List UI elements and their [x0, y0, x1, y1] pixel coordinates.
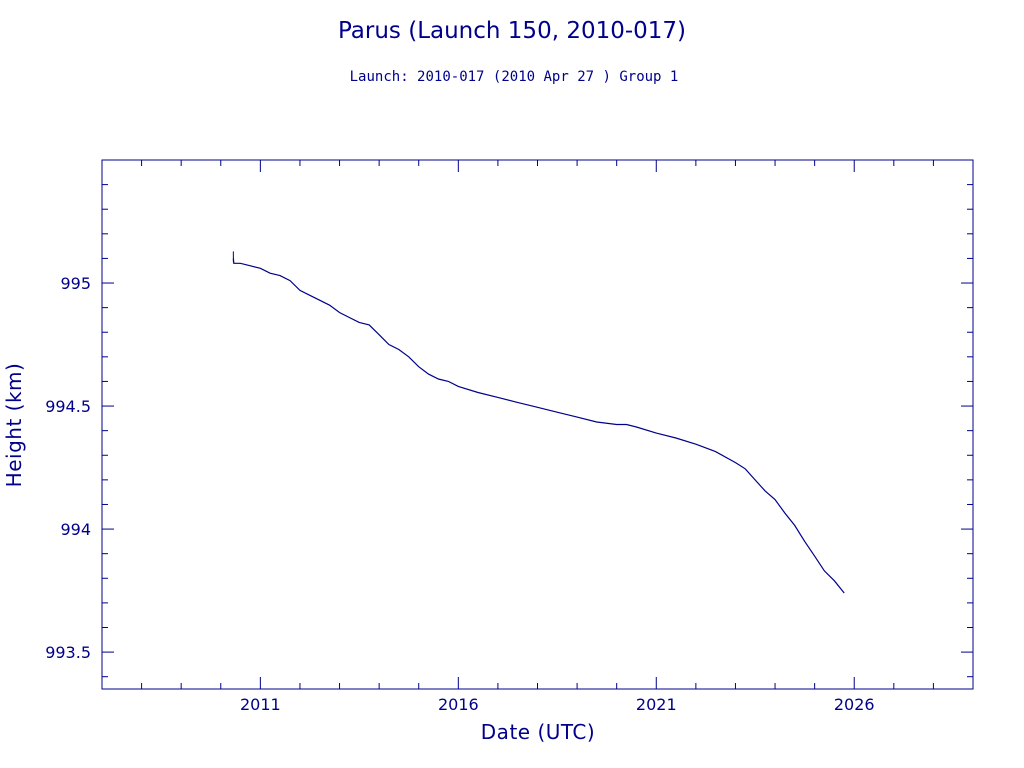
series-layer	[232, 251, 845, 594]
x-tick-label: 2026	[834, 695, 875, 714]
x-tick-label: 2011	[240, 695, 281, 714]
y-tick-labels: 993.5 994 994.5 995	[45, 274, 91, 662]
x-tick-label: 2016	[438, 695, 479, 714]
y-tick-label: 994.5	[45, 397, 91, 416]
chart-title: Parus (Launch 150, 2010-017)	[338, 18, 686, 44]
x-tick-label: 2021	[636, 695, 677, 714]
y-tick-label: 994	[60, 520, 91, 539]
y-tick-label: 993.5	[45, 643, 91, 662]
plot-frame	[101, 159, 974, 690]
y-axis-label: Height (km)	[2, 363, 26, 488]
x-tick-labels: 2011 2016 2021 2026	[240, 695, 875, 714]
x-axis-label: Date (UTC)	[481, 720, 595, 744]
axis-ticks	[101, 159, 974, 689]
chart-subtitle: Launch: 2010-017 (2010 Apr 27 ) Group 1	[350, 69, 679, 85]
height-series-line	[232, 258, 845, 594]
y-tick-label: 995	[60, 274, 91, 293]
